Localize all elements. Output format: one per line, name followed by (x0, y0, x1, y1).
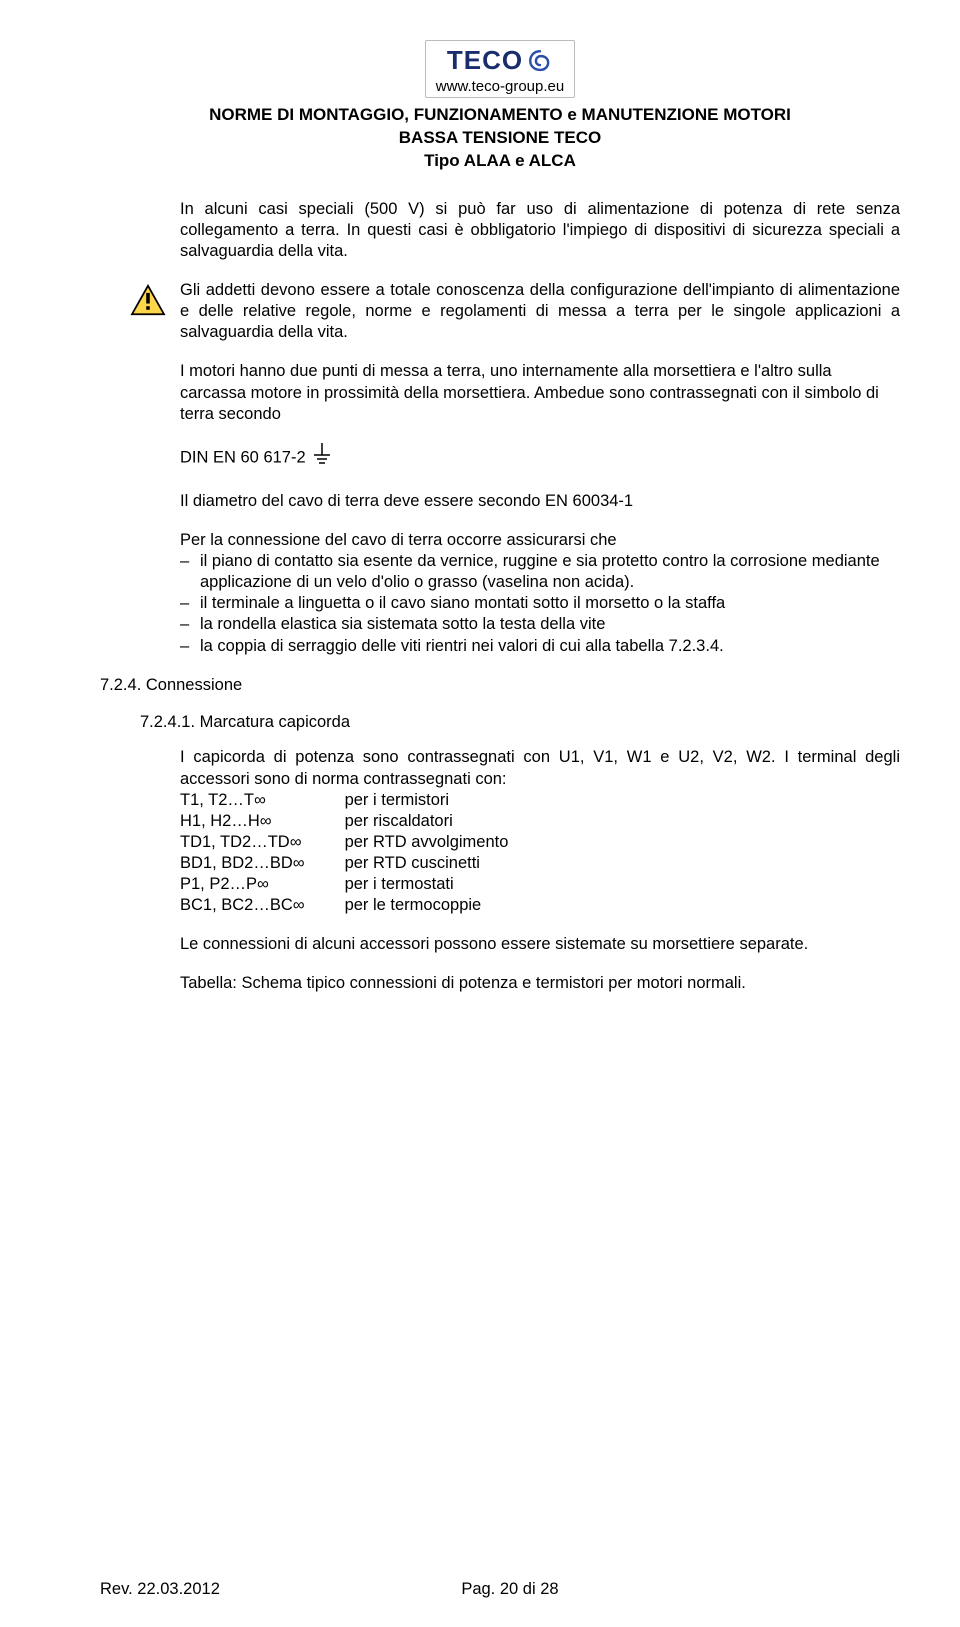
paragraph-intro: In alcuni casi speciali (500 V) si può f… (180, 199, 900, 262)
title-line-1: NORME DI MONTAGGIO, FUNZIONAMENTO e MANU… (100, 104, 900, 127)
connection-list: il piano di contatto sia esente da verni… (180, 551, 900, 657)
table-row: T1, T2…T∞ per i termistori (180, 790, 508, 811)
term-desc: per RTD avvolgimento (345, 832, 509, 853)
list-item: la coppia di serraggio delle viti rientr… (200, 636, 900, 657)
term-desc: per riscaldatori (345, 811, 509, 832)
din-text: DIN EN 60 617-2 (180, 448, 306, 466)
page: TECO www.teco-group.eu NORME DI MONTAGGI… (0, 0, 960, 1627)
table-row: TD1, TD2…TD∞ per RTD avvolgimento (180, 832, 508, 853)
document-title: NORME DI MONTAGGIO, FUNZIONAMENTO e MANU… (100, 104, 900, 173)
table-row: H1, H2…H∞ per riscaldatori (180, 811, 508, 832)
paragraph-ground-points: I motori hanno due punti di messa a terr… (180, 361, 900, 424)
capicorda-intro: I capicorda di potenza sono contrassegna… (180, 747, 900, 789)
capicorda-separate: Le connessioni di alcuni accessori posso… (180, 934, 900, 955)
din-reference: DIN EN 60 617-2 (180, 443, 900, 473)
term-code: P1, P2…P∞ (180, 874, 345, 895)
table-row: P1, P2…P∞ per i termostati (180, 874, 508, 895)
paragraph-warning: Gli addetti devono essere a totale conos… (180, 280, 900, 343)
title-line-2: BASSA TENSIONE TECO (100, 127, 900, 150)
term-code: TD1, TD2…TD∞ (180, 832, 345, 853)
connection-intro: Per la connessione del cavo di terra occ… (180, 530, 900, 551)
term-desc: per i termistori (345, 790, 509, 811)
list-item: la rondella elastica sia sistemata sotto… (200, 614, 900, 635)
section-7-2-4-1: 7.2.4.1. Marcatura capicorda (140, 712, 900, 733)
capicorda-table-caption: Tabella: Schema tipico connessioni di po… (180, 973, 900, 994)
term-desc: per i termostati (345, 874, 509, 895)
logo-swirl-icon (527, 48, 553, 74)
table-row: BC1, BC2…BC∞ per le termocoppie (180, 895, 508, 916)
term-code: H1, H2…H∞ (180, 811, 345, 832)
header: TECO www.teco-group.eu NORME DI MONTAGGI… (100, 40, 900, 173)
term-code: T1, T2…T∞ (180, 790, 345, 811)
content: In alcuni casi speciali (500 V) si può f… (100, 199, 900, 995)
footer: Rev. 22.03.2012 Pag. 20 di 28 (100, 1580, 900, 1599)
term-desc: per RTD cuscinetti (345, 853, 509, 874)
table-row: BD1, BD2…BD∞ per RTD cuscinetti (180, 853, 508, 874)
footer-page-number: Pag. 20 di 28 (120, 1580, 900, 1599)
logo-box: TECO www.teco-group.eu (425, 40, 575, 98)
term-code: BD1, BD2…BD∞ (180, 853, 345, 874)
ground-symbol-icon (312, 443, 332, 473)
paragraph-cable-diameter: Il diametro del cavo di terra deve esser… (180, 491, 900, 512)
term-desc: per le termocoppie (345, 895, 509, 916)
section-7-2-4: 7.2.4. Connessione (100, 675, 900, 696)
terminal-table: T1, T2…T∞ per i termistori H1, H2…H∞ per… (180, 790, 508, 917)
list-item: il piano di contatto sia esente da verni… (200, 551, 900, 593)
list-item: il terminale a linguetta o il cavo siano… (200, 593, 900, 614)
header-url: www.teco-group.eu (436, 78, 564, 95)
warning-icon (130, 284, 180, 322)
logo-text: TECO (447, 45, 523, 76)
term-code: BC1, BC2…BC∞ (180, 895, 345, 916)
title-line-3: Tipo ALAA e ALCA (100, 150, 900, 173)
